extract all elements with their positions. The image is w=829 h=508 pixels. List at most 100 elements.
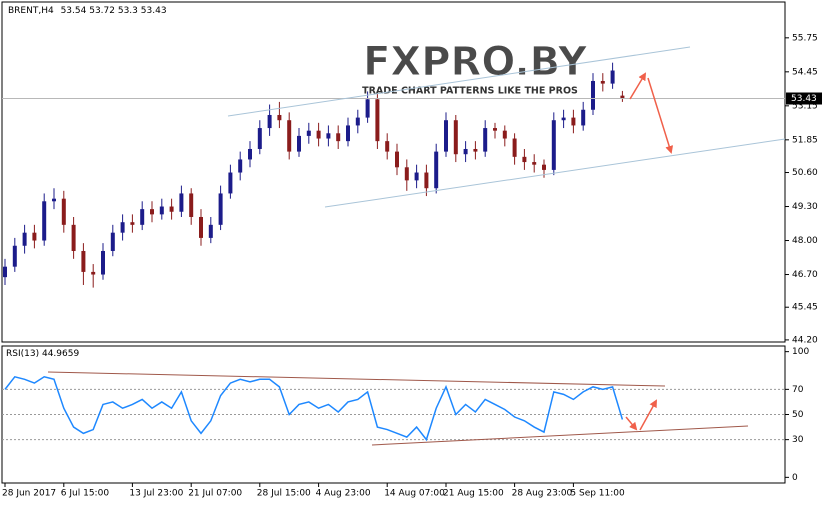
candle-body [110, 232, 115, 251]
last-price-box [786, 92, 822, 105]
y-tick-label: 30 [792, 435, 804, 445]
last-price-label: 53.43 [791, 94, 817, 104]
logo: FXPRO.BY [363, 39, 588, 85]
channel-line [227, 46, 691, 117]
x-tick-label: 28 Jun 2017 [2, 489, 56, 499]
candle-body [228, 172, 233, 194]
ohlc-open: 53.54 [61, 6, 87, 16]
candle-body [483, 128, 488, 152]
candle-body [453, 120, 458, 155]
candle-body [91, 271, 96, 275]
candle-body [571, 117, 576, 126]
candle-body [551, 120, 556, 170]
candle-body [473, 148, 478, 152]
arrow [629, 72, 647, 100]
y-tick-label: 55.75 [792, 33, 818, 43]
candle-body [610, 70, 615, 84]
candle-body [463, 148, 468, 155]
y-tick-label: 46.70 [792, 270, 818, 280]
candle-body [414, 172, 419, 181]
candle-body [346, 125, 350, 142]
y-tick-label: 54.45 [792, 67, 818, 77]
candle-body [130, 222, 135, 225]
candle-body [287, 120, 292, 152]
candle-body [61, 198, 66, 225]
candle-body [336, 133, 341, 142]
candle-body [444, 120, 448, 152]
candle-body [81, 250, 86, 272]
candle-body [532, 162, 537, 165]
candle-body [120, 222, 125, 233]
candle-body [277, 114, 282, 121]
y-tick-label: 51.85 [792, 135, 818, 145]
x-tick-label: 28 Jul 15:00 [257, 489, 311, 499]
arrow [647, 77, 674, 154]
y-tick-label: 45.45 [792, 303, 818, 313]
y-tick-label: 49.30 [792, 202, 818, 212]
candle-body [395, 151, 399, 168]
x-tick-label: 28 Aug 23:00 [512, 489, 573, 499]
rsi-line [4, 375, 624, 442]
y-tick-label: 53.15 [792, 101, 818, 111]
candle-body [169, 206, 174, 212]
candle-body [238, 159, 243, 173]
candle-body [267, 114, 272, 129]
y-tick-label: 44.20 [792, 335, 818, 345]
y-tick-label: 100 [792, 347, 809, 357]
candle-body [561, 117, 566, 121]
price-panel [1, 1, 786, 343]
candle-body [257, 128, 262, 149]
candle-body [591, 80, 595, 110]
x-tick-label: 21 Aug 15:00 [443, 489, 504, 499]
symbol: BRENT,H4 53.54 53.72 53.3 53.43 [8, 6, 167, 16]
ohlc-high: 53.72 [89, 6, 115, 16]
x-tick-label: 6 Jul 15:00 [61, 489, 110, 499]
candle-body [306, 130, 311, 136]
candle-body [12, 245, 17, 267]
x-tick-label: 21 Jul 07:00 [188, 489, 242, 499]
candle-body [22, 232, 27, 246]
candle-body [218, 193, 223, 225]
plot-layer [47, 46, 786, 446]
candle-body [581, 109, 586, 126]
candle-body [493, 128, 497, 131]
candle-body [542, 164, 546, 170]
candle-body [502, 130, 507, 139]
logo-tagline: TRADE CHART PATTERNS LIKE THE PROS [362, 86, 578, 97]
rsi-value: 44.9659 [42, 349, 79, 359]
candle-body [620, 95, 625, 99]
rsi-trend-line [371, 425, 749, 446]
candle-body [365, 99, 370, 118]
x-tick-label: 5 Sep 11:00 [570, 489, 625, 499]
candle-body [385, 141, 390, 152]
candle-body [159, 206, 164, 215]
candle-body [150, 209, 154, 215]
candle-body [199, 216, 203, 238]
candle-body [316, 130, 321, 139]
y-tick-label: 70 [792, 385, 804, 395]
rsi-trend-line [47, 371, 666, 387]
candle-body [3, 266, 7, 278]
candle-body [71, 224, 76, 251]
y-tick-label: 50.60 [792, 168, 818, 178]
candle-body [101, 250, 105, 275]
candle-body [424, 172, 429, 189]
candle-body [189, 193, 194, 217]
channel-line [324, 138, 786, 208]
x-tick-label: 4 Aug 23:00 [316, 489, 371, 499]
candle-body [600, 80, 605, 84]
y-tick-label: 48.00 [792, 236, 818, 246]
ohlc-close: 53.43 [141, 6, 167, 16]
rsi-name: RSI(13) [6, 349, 39, 359]
x-tick-label: 14 Aug 07:00 [384, 489, 445, 499]
candle-body [52, 198, 56, 202]
arrow [625, 416, 638, 431]
candle-body [434, 151, 439, 189]
candle-body [375, 99, 380, 142]
rsi-label: RSI(13) 44.9659 [6, 349, 79, 359]
candle-body [32, 232, 37, 241]
candle-body [248, 148, 252, 160]
candle-body [42, 201, 47, 241]
